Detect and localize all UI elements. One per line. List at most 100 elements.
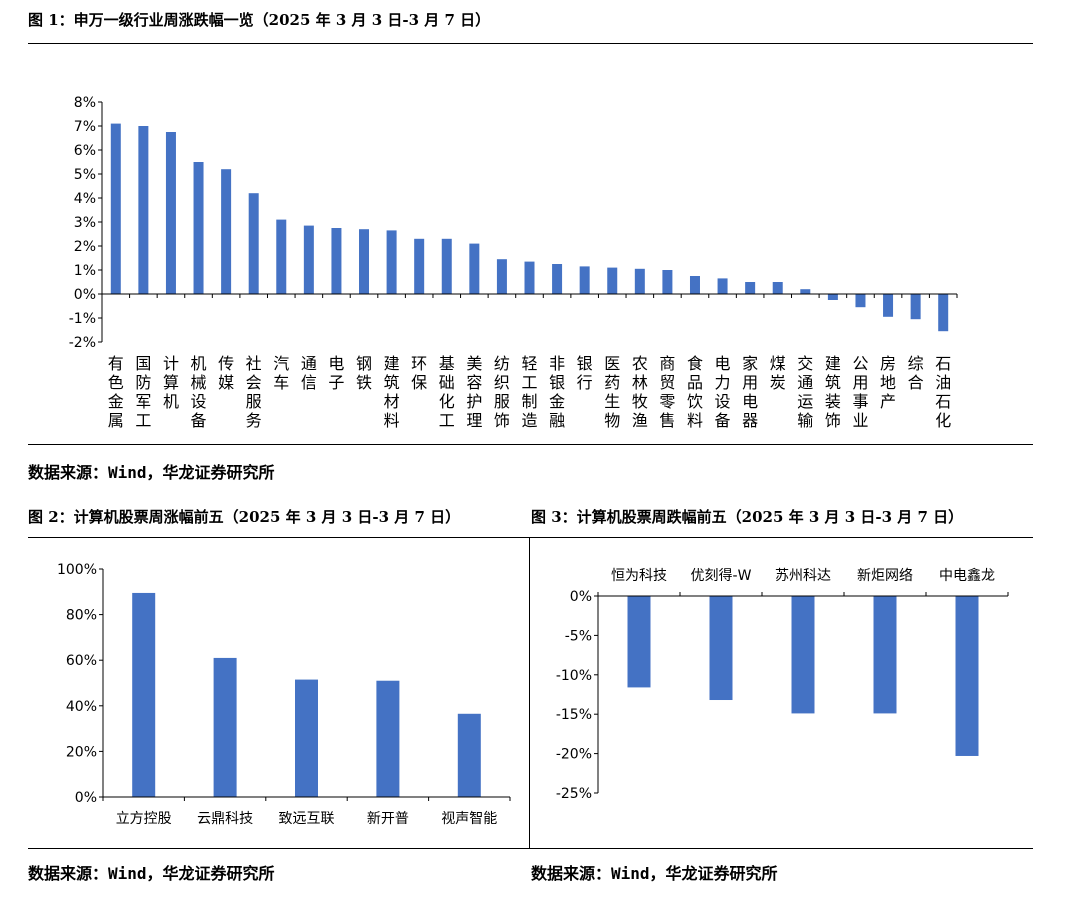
fig1-title: 图 1：申万一级行业周涨跌幅一览（2025 年 3 月 3 日-3 月 7 日） bbox=[28, 11, 491, 29]
fig1-y-tick-label: 0% bbox=[74, 287, 96, 303]
fig1-bar bbox=[193, 162, 204, 294]
fig1-y-tick-label: 5% bbox=[74, 167, 96, 183]
fig1-top-rule bbox=[28, 43, 1033, 44]
fig1-category-label: 钢铁 bbox=[356, 354, 372, 392]
fig2-bar bbox=[132, 592, 156, 797]
fig1-bar bbox=[359, 229, 370, 294]
fig1-bar bbox=[634, 268, 645, 294]
fig1-y-tick-label: 6% bbox=[74, 143, 96, 159]
fig1-bar bbox=[607, 267, 618, 294]
fig3-y-tick-label: -25% bbox=[556, 786, 592, 802]
fig2-bar bbox=[376, 680, 400, 797]
fig3-bar bbox=[873, 596, 897, 714]
fig1-bar bbox=[662, 270, 673, 294]
fig1-category-label: 通信 bbox=[301, 354, 317, 392]
fig1-category-label: 建筑装饰 bbox=[825, 354, 841, 430]
fig1-bar bbox=[469, 243, 480, 294]
fig3-source: 数据来源：Wind，华龙证券研究所 bbox=[531, 864, 778, 883]
fig3-bar bbox=[955, 596, 979, 756]
fig1-y-tick-label: 3% bbox=[74, 215, 96, 231]
fig1-bar bbox=[745, 282, 756, 294]
fig1-bottom-rule bbox=[28, 444, 1033, 445]
fig3-category-label: 优刻得-W bbox=[691, 567, 752, 584]
fig1-category-label: 社会服务 bbox=[246, 354, 262, 430]
fig2-bar bbox=[213, 657, 237, 797]
fig2-category-label: 致远互联 bbox=[279, 811, 335, 827]
fig1-source: 数据来源：Wind，华龙证券研究所 bbox=[28, 463, 275, 482]
fig1-category-label: 美容护理 bbox=[466, 354, 482, 430]
fig1-y-tick-label: 7% bbox=[74, 119, 96, 135]
fig2-bar bbox=[457, 713, 481, 797]
fig1-bar bbox=[855, 294, 866, 308]
fig1-y-tick-label: 4% bbox=[74, 191, 96, 207]
fig2-title: 图 2：计算机股票周涨幅前五（2025 年 3 月 3 日-3 月 7 日） bbox=[28, 508, 461, 526]
fig1-bar bbox=[938, 294, 949, 332]
fig1-category-label: 公用事业 bbox=[852, 354, 868, 430]
fig1-bar bbox=[138, 126, 149, 294]
fig1-category-label: 传媒 bbox=[218, 354, 234, 392]
fig1-category-label: 农林牧渔 bbox=[632, 354, 648, 430]
fig1-category-label: 电子 bbox=[328, 354, 344, 392]
fig1-chart: 8% 7% 6% 5% 4% 3% 2% 1% 0% -1% -2% 有色金属国防军工计算机机械设备传… bbox=[69, 95, 958, 430]
fig3-bar bbox=[709, 596, 733, 701]
fig3-bar bbox=[627, 596, 651, 688]
fig2-category-label: 立方控股 bbox=[116, 811, 172, 827]
fig1-bar bbox=[524, 261, 535, 294]
fig3-y-tick-label: 0% bbox=[570, 589, 592, 605]
fig2-y-tick-label: 40% bbox=[66, 699, 97, 715]
fig1-bar bbox=[441, 238, 452, 294]
fig1-bar bbox=[717, 278, 728, 294]
fig1-category-label: 环保 bbox=[411, 354, 427, 392]
fig1-category-label: 医药生物 bbox=[604, 354, 620, 430]
fig3-category-label: 苏州科达 bbox=[775, 568, 831, 584]
fig2-category-label: 新开普 bbox=[367, 811, 409, 827]
fig1-category-label: 家用电器 bbox=[742, 354, 758, 430]
fig3-title: 图 3：计算机股票周跌幅前五（2025 年 3 月 3 日-3 月 7 日） bbox=[531, 508, 964, 526]
fig2-y-tick-label: 100% bbox=[57, 562, 97, 578]
fig1-bar bbox=[552, 264, 563, 294]
fig3-y-tick-label: -15% bbox=[556, 707, 592, 723]
fig2-bar bbox=[295, 679, 318, 797]
fig2-category-label: 云鼎科技 bbox=[197, 811, 253, 827]
fig2-y-tick-label: 80% bbox=[66, 608, 97, 624]
fig1-bar bbox=[883, 294, 894, 317]
fig1-y-tick-label: -2% bbox=[69, 335, 96, 351]
fig3-bar bbox=[791, 596, 815, 714]
fig2-3-bottom-rule bbox=[28, 848, 1033, 849]
fig1-y-tick-label: 2% bbox=[74, 239, 96, 255]
fig1-bar bbox=[303, 225, 314, 294]
fig1-category-label: 电力设备 bbox=[715, 354, 731, 430]
fig1-category-label: 计算机 bbox=[163, 354, 179, 411]
fig3-category-label: 恒为科技 bbox=[611, 568, 667, 584]
fig1-category-label: 银行 bbox=[577, 354, 593, 392]
fig1-category-label: 食品饮料 bbox=[687, 354, 703, 430]
fig1-category-label: 轻工制造 bbox=[521, 354, 537, 430]
fig1-bar bbox=[386, 230, 397, 294]
fig1-bar bbox=[772, 282, 783, 294]
fig1-bar bbox=[689, 276, 700, 294]
fig2-source: 数据来源：Wind，华龙证券研究所 bbox=[28, 864, 275, 883]
fig1-bar bbox=[110, 123, 121, 294]
fig1-category-label: 有色金属 bbox=[108, 354, 124, 430]
fig3-y-tick-label: -5% bbox=[565, 628, 592, 644]
fig2-category-label: 视声智能 bbox=[441, 811, 497, 827]
fig1-bar bbox=[496, 259, 507, 294]
fig2-y-tick-label: 20% bbox=[66, 744, 97, 760]
fig3-category-label: 中电鑫龙 bbox=[939, 567, 995, 584]
fig1-category-label: 综合 bbox=[908, 354, 924, 392]
fig2-y-tick-label: 0% bbox=[75, 790, 97, 806]
fig1-bar bbox=[414, 238, 425, 294]
fig1-bar bbox=[221, 169, 232, 294]
fig1-y-tick-label: 8% bbox=[74, 95, 96, 111]
fig1-bar bbox=[276, 219, 287, 294]
fig1-bar bbox=[910, 294, 921, 320]
fig1-category-label: 煤炭 bbox=[770, 354, 786, 392]
fig1-category-label: 交通运输 bbox=[797, 354, 813, 430]
fig1-bar bbox=[800, 289, 811, 294]
fig1-category-label: 机械设备 bbox=[191, 354, 207, 430]
fig1-bar bbox=[248, 193, 259, 294]
fig1-category-label: 房地产 bbox=[880, 354, 896, 411]
fig2-y-tick-label: 60% bbox=[66, 653, 97, 669]
fig3-y-tick-label: -20% bbox=[556, 747, 592, 763]
